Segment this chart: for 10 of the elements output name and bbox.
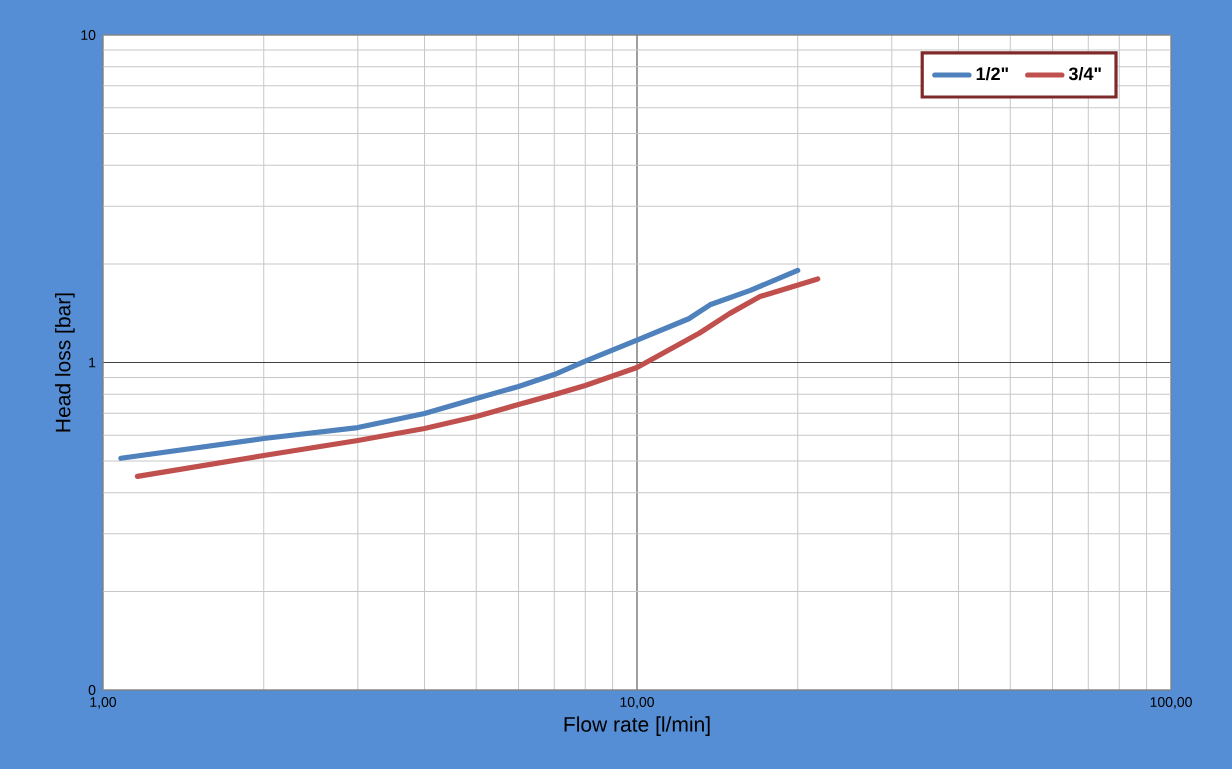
y-tick-label: 10 <box>81 30 96 40</box>
x-axis-title: Flow rate [l/min] <box>564 716 710 736</box>
y-tick-label: 1 <box>89 357 96 368</box>
legend-label: 1/2" <box>976 66 1008 81</box>
x-tick-label: 100,00 <box>1150 697 1192 709</box>
x-tick-label: 10,00 <box>620 697 654 709</box>
y-tick-label: 0 <box>88 685 96 695</box>
legend-label: 3/4" <box>1068 66 1101 81</box>
x-tick-label: 1,00 <box>90 697 117 709</box>
y-axis-title: Head loss [bar] <box>55 293 75 432</box>
